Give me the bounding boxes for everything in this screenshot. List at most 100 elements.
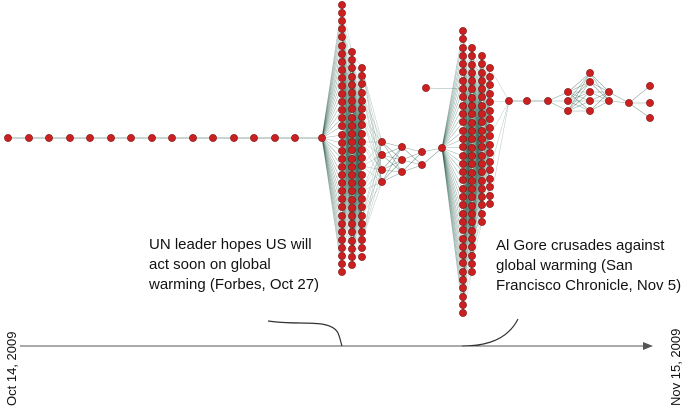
graph-node (478, 77, 486, 85)
graph-node (348, 220, 356, 228)
graph-edge (471, 55, 483, 182)
graph-node (478, 127, 486, 135)
graph-node (564, 88, 572, 96)
graph-edge (321, 137, 343, 249)
graph-node (478, 210, 486, 218)
graph-node (358, 171, 366, 179)
graph-node (625, 99, 633, 107)
graph-node (478, 52, 486, 60)
graph-node (338, 244, 346, 252)
graph-node (338, 228, 346, 236)
graph-node (358, 80, 366, 88)
graph-node (468, 169, 476, 177)
graph-node (25, 134, 33, 142)
graph-edge (341, 53, 353, 225)
graph-node (348, 237, 356, 245)
graph-node (338, 195, 346, 203)
graph-node (478, 143, 486, 151)
graph-node (486, 124, 494, 132)
annotation-un-leader: UN leader hopes US will act soon on glob… (149, 236, 320, 293)
graph-node (250, 134, 258, 142)
graph-edge (341, 174, 353, 249)
graph-edge (441, 88, 464, 149)
graph-node (338, 187, 346, 195)
graph-edge (462, 146, 473, 174)
graph-edge (481, 80, 491, 154)
graph-node (486, 200, 494, 208)
graph-node (107, 134, 115, 142)
node-layer (4, 1, 654, 317)
graph-node (338, 139, 346, 147)
graph-node (486, 132, 494, 140)
graph-node (459, 68, 467, 76)
graph-edge (462, 96, 473, 124)
graph-node (348, 179, 356, 187)
graph-node (468, 94, 476, 102)
graph-node (468, 61, 476, 69)
graph-edge (341, 76, 353, 103)
graph-node (605, 88, 613, 96)
graph-node (468, 160, 476, 168)
graph-edge (321, 109, 343, 139)
graph-node (459, 284, 467, 292)
graph-node (45, 134, 53, 142)
graph-edge (471, 121, 483, 149)
graph-edge (341, 76, 353, 152)
graph-node (459, 110, 467, 118)
graph-node (459, 176, 467, 184)
graph-node (486, 81, 494, 89)
graph-node (358, 212, 366, 220)
graph-edge (471, 55, 483, 132)
graph-node (486, 107, 494, 115)
graph-node (271, 134, 279, 142)
graph-node (468, 218, 476, 226)
graph-node (468, 210, 476, 218)
graph-edge (462, 146, 473, 273)
graph-node (348, 114, 356, 122)
graph-edge (481, 180, 491, 205)
graph-node (478, 102, 486, 110)
graph-node (358, 228, 366, 236)
graph-node (338, 90, 346, 98)
graph-node (468, 110, 476, 118)
graph-node (468, 202, 476, 210)
graph-edge (471, 130, 483, 206)
graph-node (468, 44, 476, 52)
graph-node (486, 166, 494, 174)
graph-node (358, 187, 366, 195)
graph-edge (471, 204, 483, 232)
graph-edge (441, 147, 464, 181)
graph-edge (471, 138, 483, 215)
graph-node (358, 236, 366, 244)
graph-edge (462, 122, 473, 148)
graph-edge (462, 72, 473, 248)
graph-node (358, 179, 366, 187)
graph-node (486, 98, 494, 106)
graph-edge (462, 271, 473, 298)
graph-node (486, 175, 494, 183)
graph-node (459, 44, 467, 52)
graph-node (168, 134, 176, 142)
graph-node (478, 218, 486, 226)
graph-edge (321, 137, 343, 200)
graph-node (478, 110, 486, 118)
graph-edge (321, 137, 343, 208)
graph-edge (471, 196, 483, 223)
graph-edge (471, 72, 483, 99)
graph-node (459, 93, 467, 101)
graph-edge (441, 147, 464, 314)
graph-edge (471, 55, 483, 82)
graph-node (348, 228, 356, 236)
graph-edge (361, 92, 383, 171)
graph-node (478, 93, 486, 101)
graph-node (338, 33, 346, 41)
graph-node (523, 97, 531, 105)
graph-edge (341, 125, 353, 249)
graph-edge (462, 172, 473, 248)
graph-node (468, 235, 476, 243)
graph-node (468, 102, 476, 110)
graph-node (338, 114, 346, 122)
graph-node (459, 27, 467, 35)
graph-edge (471, 188, 483, 215)
